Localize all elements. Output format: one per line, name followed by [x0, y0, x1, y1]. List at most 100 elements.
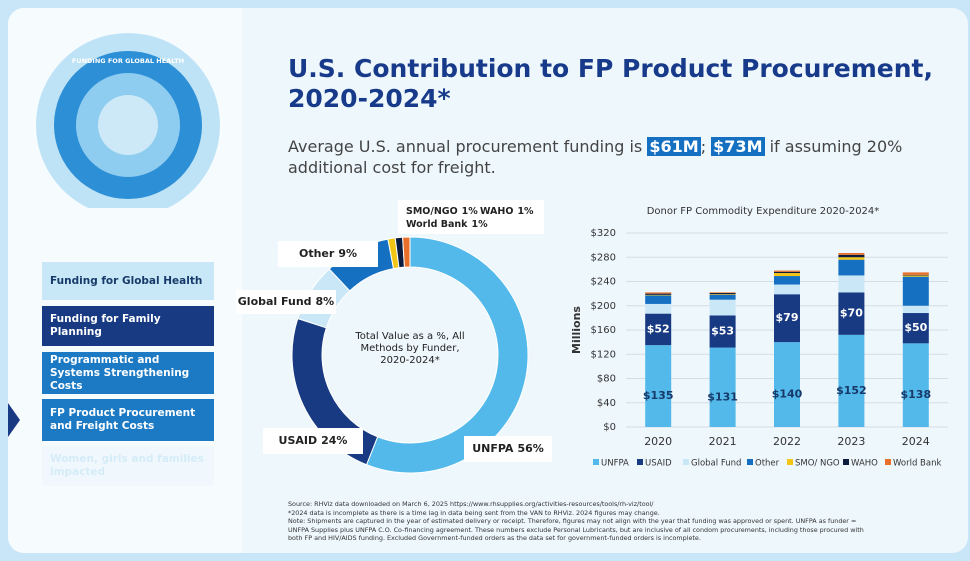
y-tick-label: $120: [591, 349, 616, 360]
slice-name: SMO/NGO: [406, 206, 458, 217]
subtitle-text: if assuming 20% additional cost for frei…: [288, 137, 903, 177]
bar-segment: [902, 343, 929, 427]
legend-label: USAID: [645, 459, 672, 469]
slide: FUNDING FOR GLOBAL HEALTH Funding for Gl…: [8, 8, 968, 553]
value-label: $140: [772, 388, 803, 401]
x-tick-label: 2021: [709, 435, 737, 448]
bar-segment: [709, 293, 736, 295]
bar-segment: [709, 347, 736, 427]
bar-segment: [645, 345, 672, 427]
x-tick-label: 2024: [902, 435, 930, 448]
value-label: $135: [643, 389, 674, 402]
label-box: [278, 241, 378, 267]
bar-segment: [645, 292, 672, 294]
slice-value: 56%: [517, 442, 543, 455]
sidebar-graphic: FUNDING FOR GLOBAL HEALTH: [36, 33, 220, 208]
note: Note: Shipments are captured in the year…: [288, 517, 857, 525]
nav-pointer: [8, 403, 20, 437]
slice-name: Other: [299, 247, 335, 260]
bar-segment: [709, 294, 736, 300]
bar-segment: [645, 294, 672, 296]
y-tick-label: $200: [591, 301, 616, 312]
slice-value: 1%: [517, 206, 534, 217]
value-label: $138: [900, 388, 931, 401]
bar-segment: [774, 342, 800, 427]
label-box: [236, 290, 336, 314]
slice-label: Global Fund 8%: [238, 295, 334, 308]
nav-item[interactable]: Funding for Global Health: [42, 262, 214, 300]
bar-segment: [645, 313, 672, 346]
slice-name: UNFPA: [472, 442, 514, 455]
slice-label: WAHO 1%: [480, 206, 534, 217]
label-box: [464, 436, 552, 462]
bar-segment: [902, 305, 929, 314]
bar-segment: [774, 294, 800, 343]
slice-value: 1%: [471, 219, 488, 230]
subtitle: Average U.S. annual procurement funding …: [288, 136, 948, 178]
nav-item[interactable]: Funding for Family Planning: [42, 306, 214, 346]
bar-segment: [709, 315, 736, 348]
nav-item[interactable]: Programmatic and Systems Strengthening C…: [42, 352, 214, 394]
subtitle-text: Average U.S. annual procurement funding …: [288, 137, 643, 156]
slice-name: Global Fund: [238, 295, 312, 308]
note: Source: RHViz data downloaded on March 6…: [288, 500, 654, 508]
legend-swatch: [843, 459, 849, 465]
value-label: $53: [711, 325, 734, 338]
label-box: [263, 428, 363, 454]
bar-segment: [774, 273, 800, 277]
bar-segment: [902, 272, 929, 275]
charts: UNFPA 56%USAID 24%Global Fund 8%Other 9%SMO/…: [236, 200, 948, 474]
y-tick-label: $40: [597, 398, 616, 409]
legend-label: World Bank: [893, 459, 941, 469]
legend-label: Global Fund: [691, 459, 741, 469]
slice-label: SMO/NGO 1%: [406, 206, 478, 217]
bar-segment: [838, 334, 865, 427]
bar-segment: [709, 299, 736, 316]
bar-segment: [838, 254, 865, 258]
slice-value: 8%: [316, 295, 335, 308]
bar-segment: [645, 303, 672, 314]
notes: Source: RHViz data downloaded on March 6…: [288, 500, 958, 543]
slice-name: WAHO: [480, 206, 513, 217]
bar-segment: [774, 276, 800, 285]
y-tick-label: $280: [591, 252, 616, 263]
slice-value: 1%: [462, 206, 479, 217]
bar-segment: [645, 295, 672, 304]
slice-label: USAID 24%: [279, 434, 348, 447]
note: both FP and HIV/AIDS funding. Excluded G…: [288, 534, 701, 542]
slice-value: 24%: [321, 434, 347, 447]
value-label: $50: [904, 321, 927, 334]
value-label: $70: [840, 307, 863, 320]
value-label: $131: [707, 390, 738, 403]
bar-segment: [838, 257, 865, 260]
slice-name: USAID: [279, 434, 318, 447]
y-tick-label: $320: [591, 228, 616, 239]
y-tick-label: $240: [591, 277, 616, 288]
bar-segment: [709, 294, 736, 295]
legend-label: SMO/ NGO: [795, 459, 840, 469]
slice-name: World Bank: [406, 219, 468, 230]
graphic-title: FUNDING FOR GLOBAL HEALTH: [72, 57, 184, 65]
x-tick-label: 2023: [837, 435, 865, 448]
nav-item[interactable]: Women, girls and families impacted: [42, 446, 214, 486]
donut-slice: [365, 236, 529, 474]
bar-segment: [838, 292, 865, 335]
legend-swatch: [787, 459, 793, 465]
legend-swatch: [747, 459, 753, 465]
legend-swatch: [683, 459, 689, 465]
bar-segment: [709, 292, 736, 294]
x-tick-label: 2022: [773, 435, 801, 448]
value-label: $52: [647, 322, 670, 335]
bar-segment: [902, 276, 929, 306]
value-label: $79: [776, 311, 799, 324]
slice-label: World Bank 1%: [406, 219, 488, 230]
chart-title: Donor FP Commodity Expenditure 2020-2024…: [647, 206, 880, 217]
slice-value: 9%: [338, 247, 357, 260]
bar-segment: [902, 275, 929, 277]
x-tick-label: 2020: [644, 435, 672, 448]
bar-segment: [902, 313, 929, 344]
nav-item[interactable]: FP Product Procurement and Freight Costs: [42, 399, 214, 441]
bar-segment: [838, 253, 865, 255]
legend-swatch: [885, 459, 891, 465]
